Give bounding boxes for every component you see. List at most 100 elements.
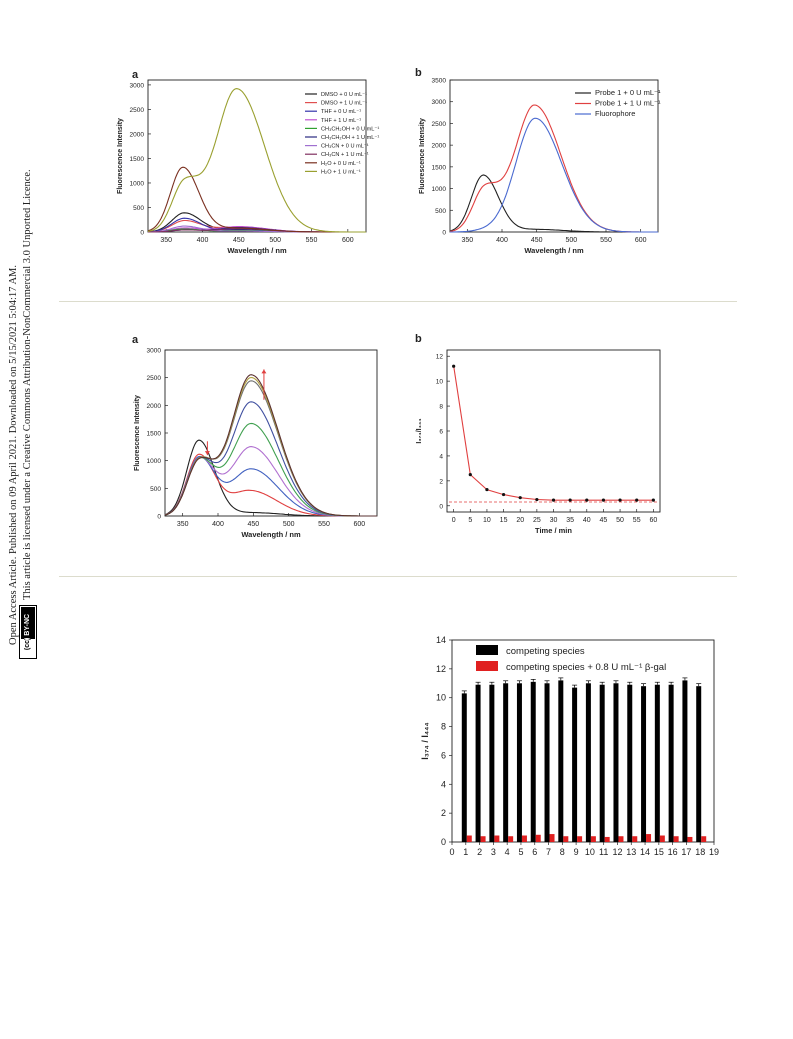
- x-tick-label-2: 400: [212, 521, 224, 528]
- spectrum-line-2-8: [164, 374, 377, 517]
- y-axis-label-2: Fluorescence Intensity: [134, 395, 141, 471]
- x-tick-label-1: 350: [461, 237, 473, 244]
- spectrum-line-2-6: [164, 380, 377, 517]
- panel-label-0: a: [132, 69, 139, 81]
- y-tick-label-1: 0: [442, 230, 446, 237]
- x-tick-label-4: 0: [449, 847, 454, 857]
- y-tick-label-0: 500: [133, 205, 144, 212]
- x-axis-label-1: Wavelength / nm: [524, 246, 584, 255]
- section-divider-1: [59, 301, 737, 302]
- bar-competing: [475, 684, 481, 842]
- ratio-point: [651, 498, 655, 502]
- increase-arrow-head: [261, 369, 267, 374]
- x-tick-label-0: 450: [233, 237, 245, 244]
- legend-label-4-0: competing species: [506, 646, 585, 657]
- bar-competing: [696, 686, 702, 842]
- bar-competing: [627, 684, 633, 842]
- bar-competing: [516, 683, 522, 842]
- y-tick-label-1: 2500: [432, 121, 447, 128]
- ratio-point: [468, 473, 472, 477]
- plot-frame-4: [451, 639, 715, 843]
- bar-competing-gal: [549, 834, 555, 842]
- legend-label-0-7: CH₃CN + 1 U mL⁻¹: [321, 152, 369, 158]
- bar-competing: [544, 683, 550, 842]
- legend-label-0-3: THF + 1 U mL⁻¹: [321, 118, 361, 124]
- x-tick-label-3: 55: [633, 517, 641, 524]
- cc-by-nc-badge[interactable]: (cc) BY-NC: [19, 605, 37, 659]
- bar-competing: [641, 686, 647, 842]
- legend-label-1-0: Probe 1 + 0 U mL⁻¹: [595, 88, 661, 97]
- bar-competing-gal: [632, 836, 638, 842]
- spectrum-line-2-3: [164, 446, 377, 517]
- x-tick-label-4: 17: [681, 847, 691, 857]
- x-tick-label-1: 500: [565, 237, 577, 244]
- decrease-arrow-head: [204, 451, 210, 456]
- spectrum-line-1-1: [449, 104, 658, 233]
- x-tick-label-3: 20: [516, 517, 524, 524]
- ratio-line: [453, 366, 654, 501]
- x-tick-label-4: 16: [668, 847, 678, 857]
- x-tick-label-4: 7: [546, 847, 551, 857]
- bar-competing: [558, 680, 564, 842]
- legend-label-0-8: H₂O + 0 U mL⁻¹: [321, 161, 361, 167]
- x-tick-label-2: 550: [318, 521, 330, 528]
- y-tick-label-0: 0: [140, 230, 144, 237]
- ratio-point: [568, 498, 572, 502]
- plot-frame-1: [449, 79, 659, 233]
- ratio-point: [501, 492, 506, 497]
- y-axis-label-0: Fluorescence Intensity: [117, 118, 124, 194]
- y-tick-label-3: 0: [439, 503, 443, 510]
- y-axis-label-1: Fluorescence Intensity: [419, 118, 426, 194]
- section-divider-2: [59, 576, 737, 577]
- x-tick-label-3: 25: [533, 517, 541, 524]
- y-tick-label-1: 1500: [432, 164, 447, 171]
- bar-competing-gal: [701, 836, 707, 842]
- bar-competing: [654, 684, 660, 842]
- y-tick-label-4: 8: [441, 722, 446, 732]
- x-axis-label-0: Wavelength / nm: [227, 246, 287, 255]
- x-tick-label-4: 9: [574, 847, 579, 857]
- bar-competing: [503, 683, 509, 842]
- y-tick-label-2: 2000: [147, 403, 162, 410]
- ratio-point: [452, 364, 456, 368]
- legend-label-1-1: Probe 1 + 1 U mL⁻¹: [595, 99, 661, 108]
- legend-label-0-5: CH₃CH₂OH + 1 U mL⁻¹: [321, 135, 379, 141]
- x-tick-label-4: 1: [463, 847, 468, 857]
- bar-competing-gal: [604, 836, 610, 842]
- spectrum-line-2-4: [164, 422, 377, 517]
- x-tick-label-1: 400: [496, 237, 508, 244]
- bar-competing-gal: [618, 836, 624, 842]
- x-tick-label-3: 30: [550, 517, 558, 524]
- bar-competing-gal: [659, 835, 665, 842]
- x-tick-label-0: 500: [269, 237, 281, 244]
- x-tick-label-4: 8: [560, 847, 565, 857]
- y-tick-label-4: 10: [436, 693, 446, 703]
- legend-label-0-6: CH₃CN + 0 U mL⁻¹: [321, 144, 369, 150]
- y-tick-label-1: 1000: [432, 186, 447, 193]
- licence-sidebar: Open Access Article. Published on 09 Apr…: [0, 0, 60, 1039]
- y-tick-label-0: 3000: [130, 82, 145, 89]
- y-tick-label-3: 2: [439, 478, 443, 485]
- bar-competing: [613, 683, 619, 842]
- x-tick-label-0: 550: [306, 237, 318, 244]
- y-tick-label-1: 3500: [432, 78, 447, 85]
- x-tick-label-3: 60: [649, 517, 657, 524]
- plot-frame-0: [147, 79, 367, 233]
- bar-competing-gal: [673, 836, 679, 842]
- x-axis-label-2: Wavelength / nm: [241, 530, 301, 539]
- y-tick-label-3: 6: [439, 429, 443, 436]
- y-tick-label-3: 4: [439, 453, 443, 460]
- legend-swatch-4-1: [476, 661, 498, 671]
- x-tick-label-2: 450: [247, 521, 259, 528]
- spectrum-line-2-2: [164, 455, 377, 517]
- x-tick-label-4: 12: [612, 847, 622, 857]
- legend-label-0-4: CH₃CH₂OH + 0 U mL⁻¹: [321, 126, 379, 132]
- bar-competing-gal: [521, 835, 527, 842]
- x-tick-label-4: 10: [585, 847, 595, 857]
- x-tick-label-3: 50: [616, 517, 624, 524]
- x-tick-label-1: 600: [635, 237, 647, 244]
- x-tick-label-3: 10: [483, 517, 491, 524]
- bar-competing: [489, 684, 495, 842]
- ratio-point: [601, 498, 606, 502]
- y-tick-label-4: 0: [441, 837, 446, 847]
